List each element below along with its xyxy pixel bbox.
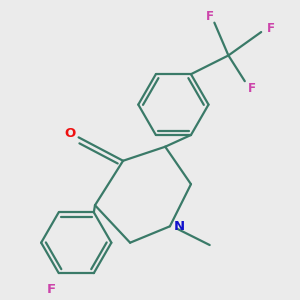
Text: N: N: [174, 220, 185, 233]
Text: F: F: [266, 22, 274, 35]
Text: F: F: [47, 283, 56, 296]
Text: F: F: [206, 10, 214, 23]
Text: F: F: [248, 82, 256, 95]
Text: O: O: [65, 128, 76, 140]
